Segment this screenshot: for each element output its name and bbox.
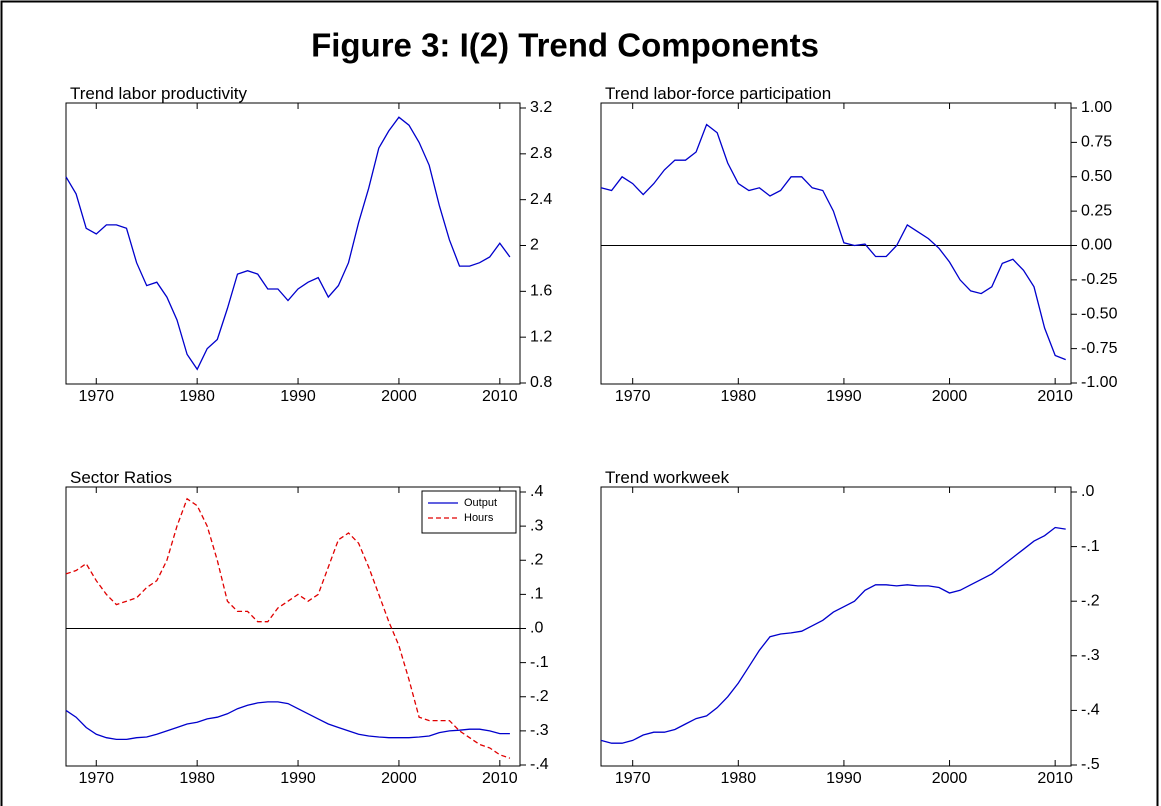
x-tick-label: 1970: [78, 770, 114, 787]
x-tick-label: 1980: [721, 388, 757, 405]
panel-title: Trend workweek: [605, 468, 730, 487]
legend-box: [421, 490, 517, 534]
y-tick-label: .1: [530, 586, 543, 603]
data-line: [600, 526, 1066, 744]
x-tick-label: 2010: [482, 770, 518, 787]
data-line: [65, 116, 511, 371]
y-tick-label: 1.00: [1081, 99, 1112, 116]
plot-frame: [65, 102, 521, 385]
x-tick-label: 1990: [826, 770, 862, 787]
x-tick-label: 1970: [615, 770, 651, 787]
y-tick-label: 3.2: [530, 99, 552, 116]
x-tick-label: 2010: [1037, 388, 1073, 405]
y-tick-label: .4: [530, 483, 543, 500]
y-tick-label: 2.4: [530, 191, 552, 208]
y-tick-label: .3: [530, 517, 543, 534]
legend-label: Hours: [464, 512, 494, 524]
y-tick-label: 1.2: [530, 328, 552, 345]
x-tick-label: 1990: [280, 388, 316, 405]
figure-title: Figure 3: I(2) Trend Components: [311, 27, 819, 64]
y-tick-label: 0.25: [1081, 202, 1112, 219]
x-tick-label: 1970: [78, 388, 114, 405]
y-tick-label: -.4: [1081, 702, 1100, 719]
y-tick-label: -.5: [1081, 756, 1100, 773]
x-tick-label: 2000: [932, 388, 968, 405]
y-tick-label: -0.50: [1081, 305, 1118, 322]
data-line: [600, 123, 1066, 361]
y-tick-label: -.4: [530, 756, 549, 773]
data-line: [65, 701, 510, 741]
x-tick-label: 1990: [826, 388, 862, 405]
panel-title: Trend labor-force participation: [605, 84, 831, 103]
y-tick-label: .0: [530, 620, 543, 637]
x-tick-label: 1980: [721, 770, 757, 787]
x-tick-label: 1980: [179, 388, 215, 405]
y-tick-label: .0: [1081, 483, 1094, 500]
y-tick-label: -0.25: [1081, 271, 1118, 288]
plot-frame: [65, 486, 521, 767]
y-tick-label: 1.6: [530, 283, 552, 300]
y-tick-label: 0.8: [530, 374, 552, 391]
x-tick-label: 2000: [381, 388, 417, 405]
plot-frame: [600, 486, 1072, 767]
y-tick-label: -.2: [1081, 592, 1100, 609]
y-tick-label: 2.8: [530, 145, 552, 162]
y-tick-label: -.3: [1081, 647, 1100, 664]
panel-title: Trend labor productivity: [70, 84, 248, 103]
y-tick-label: 0.00: [1081, 237, 1112, 254]
y-tick-label: 0.75: [1081, 134, 1112, 151]
y-tick-label: .2: [530, 551, 543, 568]
y-tick-label: -.1: [530, 654, 549, 671]
y-tick-label: 0.50: [1081, 168, 1112, 185]
x-tick-label: 2010: [482, 388, 518, 405]
y-tick-label: -1.00: [1081, 374, 1118, 391]
y-tick-label: 2: [530, 237, 539, 254]
panel-title: Sector Ratios: [70, 468, 172, 487]
x-tick-label: 2000: [381, 770, 417, 787]
legend-label: Output: [464, 497, 497, 509]
x-tick-label: 1980: [179, 770, 215, 787]
data-line: [65, 497, 511, 759]
y-tick-label: -.3: [530, 722, 549, 739]
plot-frame: [600, 102, 1072, 385]
x-tick-label: 1990: [280, 770, 316, 787]
y-tick-label: -0.75: [1081, 340, 1118, 357]
y-tick-label: -.2: [530, 688, 549, 705]
x-tick-label: 2000: [932, 770, 968, 787]
x-tick-label: 2010: [1037, 770, 1073, 787]
x-tick-label: 1970: [615, 388, 651, 405]
y-tick-label: -.1: [1081, 538, 1100, 555]
